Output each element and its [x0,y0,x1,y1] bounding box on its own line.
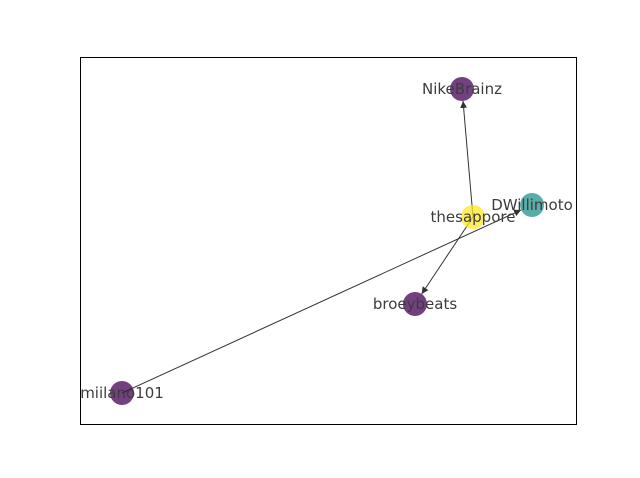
node-label-DWillimoto: DWillimoto [491,196,573,214]
node-NikeBrainz [450,77,474,101]
node-label-miilano101: miilano101 [80,384,164,402]
node-label-thesappore: thesappore [431,208,516,226]
edge-thesappore-broeybeats [421,216,474,295]
node-DWillimoto [520,193,544,217]
node-miilano101 [110,381,134,405]
edge-thesappore-NikeBrainz [460,100,474,218]
node-broeybeats [403,292,427,316]
edge-miilano101-DWillimoto [121,209,522,394]
node-label-broeybeats: broeybeats [373,295,457,313]
node-label-NikeBrainz: NikeBrainz [422,80,502,98]
plot-frame [80,57,577,425]
nodes-layer [110,77,544,405]
edges-layer [121,100,522,394]
node-thesappore [461,205,485,229]
